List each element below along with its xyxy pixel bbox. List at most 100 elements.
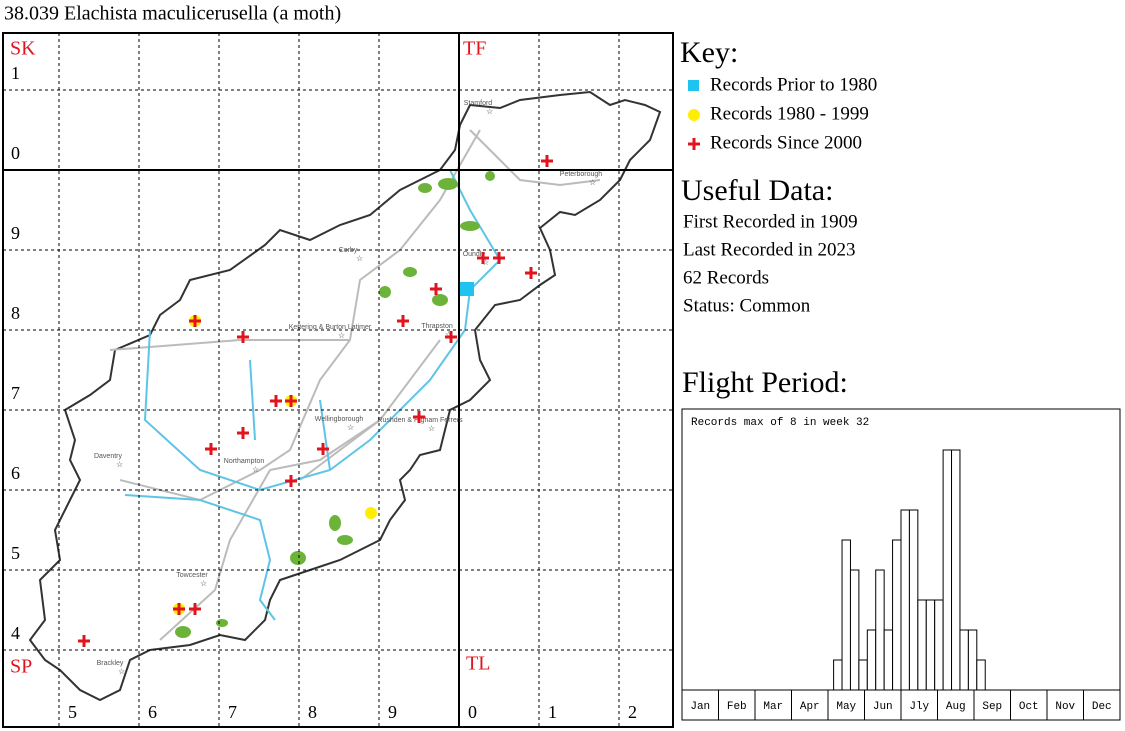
grid-label: 9 — [11, 223, 20, 243]
square-label: SK — [10, 38, 36, 60]
grid-label: 4 — [11, 623, 20, 643]
square-label: SP — [10, 656, 32, 678]
record-since-2000 — [205, 443, 217, 455]
town-label: Kettering & Burton Latimer — [289, 324, 372, 331]
town-label: Stamford — [464, 100, 493, 107]
key-symbol — [688, 109, 700, 121]
town-label: Northampton — [224, 458, 265, 465]
record-since-2000 — [397, 315, 409, 327]
record-since-2000 — [541, 155, 553, 167]
grid-label: 2 — [628, 702, 637, 722]
grid-label: 6 — [11, 463, 20, 483]
key-item: Records 1980 - 1999 — [710, 103, 869, 124]
grid-label: 6 — [148, 702, 157, 722]
record-since-2000 — [237, 427, 249, 439]
record-since-2000 — [477, 252, 489, 264]
town-star: ☆ — [252, 465, 259, 474]
useful-line: Status: Common — [683, 295, 811, 316]
grid-label: 7 — [228, 702, 237, 722]
bar — [925, 599, 936, 691]
bar — [833, 659, 843, 691]
grid-label: 1 — [548, 702, 557, 722]
key-item: Records Since 2000 — [710, 132, 862, 153]
town-star: ☆ — [116, 460, 123, 469]
record-since-2000 — [78, 635, 90, 647]
town-label: Peterborough — [560, 171, 603, 178]
grid-label: 5 — [68, 702, 77, 722]
square-label: TL — [466, 653, 490, 675]
x-tick-label: Aug — [946, 701, 966, 713]
bar — [883, 629, 894, 691]
town-star: ☆ — [486, 107, 493, 116]
record-since-2000 — [285, 395, 297, 407]
bar — [917, 599, 927, 691]
square-label: TF — [463, 38, 486, 60]
town-star: ☆ — [347, 423, 354, 432]
bar — [858, 659, 868, 691]
bar — [908, 509, 919, 691]
x-tick-label: Nov — [1055, 701, 1075, 713]
town-star: ☆ — [356, 254, 363, 263]
record-since-2000 — [285, 475, 297, 487]
town-label: Thrapston — [421, 323, 453, 330]
grid — [2, 32, 674, 728]
record-1980-1999 — [365, 507, 377, 519]
bar — [841, 539, 851, 691]
town-label: Corby — [339, 247, 358, 254]
key-symbol — [688, 138, 700, 150]
bar — [967, 629, 978, 691]
town-label: Daventry — [94, 453, 123, 460]
grid-label: 9 — [388, 702, 397, 722]
grid-label: 5 — [11, 543, 20, 563]
town-label: Wellingborough — [315, 416, 364, 423]
bar — [875, 569, 885, 691]
town-label: Towcester — [176, 572, 208, 579]
x-tick-label: Sep — [982, 701, 1002, 713]
key-symbol — [688, 80, 699, 91]
record-since-2000 — [445, 331, 457, 343]
record-since-2000 — [173, 603, 185, 615]
useful-title: Useful Data: — [681, 174, 833, 207]
record-prior-1980 — [460, 282, 474, 296]
bar — [892, 539, 902, 691]
x-tick-label: Feb — [727, 701, 747, 713]
record-since-2000 — [189, 315, 201, 327]
grid-label: 1 — [11, 63, 20, 83]
x-tick-label: Oct — [1019, 701, 1039, 713]
record-since-2000 — [270, 395, 282, 407]
town-label: Oundle — [463, 251, 486, 258]
bar — [951, 449, 961, 691]
chart-note: Records max of 8 in week 32 — [691, 417, 869, 429]
grid-label: 7 — [11, 383, 20, 403]
town-label: Brackley — [97, 660, 124, 667]
town-star: ☆ — [118, 667, 125, 676]
bar — [849, 569, 860, 691]
town-star: ☆ — [200, 579, 207, 588]
grid-label: 0 — [11, 143, 20, 163]
x-tick-label: Jun — [873, 701, 893, 713]
x-tick-label: Jan — [690, 701, 710, 713]
bar — [866, 629, 877, 691]
record-since-2000 — [317, 443, 329, 455]
x-tick-label: May — [836, 701, 856, 713]
town-star: ☆ — [589, 178, 596, 187]
x-tick-label: Jly — [909, 701, 929, 713]
useful-line: Last Recorded in 2023 — [683, 239, 856, 260]
useful-line: First Recorded in 1909 — [683, 211, 858, 232]
x-tick-label: Apr — [800, 701, 820, 713]
bar — [942, 449, 953, 691]
x-tick-label: Mar — [763, 701, 783, 713]
woodland — [175, 171, 495, 638]
record-since-2000 — [189, 603, 201, 615]
roads — [109, 129, 601, 641]
town-star: ☆ — [445, 330, 452, 339]
page-title: 38.039 Elachista maculicerusella (a moth… — [4, 3, 341, 25]
bar — [934, 599, 944, 691]
x-tick-label: Dec — [1092, 701, 1112, 713]
grid-label: 0 — [468, 702, 477, 722]
useful-line: 62 Records — [683, 267, 769, 288]
chart-title: Flight Period: — [682, 366, 848, 399]
